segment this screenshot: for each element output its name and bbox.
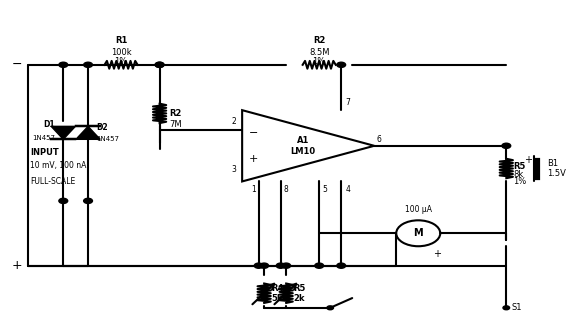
Text: +: + <box>248 154 258 164</box>
Circle shape <box>337 263 346 268</box>
Text: 100 μA: 100 μA <box>405 205 431 214</box>
Circle shape <box>276 263 285 268</box>
Text: INPUT: INPUT <box>30 148 59 157</box>
Text: 8k: 8k <box>513 170 523 179</box>
Circle shape <box>155 62 164 67</box>
Circle shape <box>282 263 290 268</box>
Text: M: M <box>413 228 423 238</box>
Circle shape <box>84 62 92 67</box>
Circle shape <box>327 306 333 310</box>
Text: R5: R5 <box>513 162 525 171</box>
Circle shape <box>254 263 263 268</box>
Text: 1N457: 1N457 <box>32 135 55 141</box>
Circle shape <box>260 263 269 268</box>
Text: 8: 8 <box>284 185 288 194</box>
Text: 7: 7 <box>346 98 350 107</box>
Text: D1: D1 <box>44 120 55 129</box>
Text: +: + <box>434 249 442 260</box>
Circle shape <box>503 306 510 310</box>
Text: −: − <box>248 128 258 138</box>
Text: +: + <box>11 259 22 272</box>
Text: R2: R2 <box>313 36 325 45</box>
Text: R2: R2 <box>170 109 182 118</box>
Text: FULL-SCALE: FULL-SCALE <box>30 177 75 186</box>
Polygon shape <box>51 126 75 139</box>
Circle shape <box>315 263 324 268</box>
Text: R1: R1 <box>115 36 127 45</box>
Text: LM10: LM10 <box>290 147 315 156</box>
Text: 8.5M: 8.5M <box>309 48 329 57</box>
Circle shape <box>59 62 67 67</box>
Text: 1: 1 <box>251 185 256 194</box>
Text: 1%: 1% <box>312 57 326 66</box>
Text: 10 mV, 100 nA: 10 mV, 100 nA <box>30 161 87 170</box>
Polygon shape <box>76 126 100 139</box>
Text: +: + <box>524 156 532 165</box>
Circle shape <box>155 62 164 67</box>
Text: 7M: 7M <box>170 120 182 129</box>
Text: R4
5k: R4 5k <box>271 284 284 303</box>
Text: 2: 2 <box>232 117 236 126</box>
Text: 1N457: 1N457 <box>96 136 119 142</box>
Circle shape <box>502 143 511 148</box>
Text: 4: 4 <box>346 185 350 194</box>
Text: 6: 6 <box>377 135 382 144</box>
Text: A1: A1 <box>297 136 309 145</box>
Text: 1%: 1% <box>115 57 128 66</box>
Text: R5
2k: R5 2k <box>293 284 306 303</box>
Text: −: − <box>11 58 22 71</box>
Circle shape <box>84 198 92 203</box>
Text: 5: 5 <box>322 185 327 194</box>
Text: D2: D2 <box>96 123 108 133</box>
Text: S1: S1 <box>512 303 522 312</box>
Text: 3: 3 <box>232 165 236 174</box>
Text: 1%: 1% <box>513 177 526 186</box>
Circle shape <box>59 198 67 203</box>
Circle shape <box>337 62 346 67</box>
Text: 100k: 100k <box>111 48 132 57</box>
Text: B1
1.5V: B1 1.5V <box>548 159 566 178</box>
